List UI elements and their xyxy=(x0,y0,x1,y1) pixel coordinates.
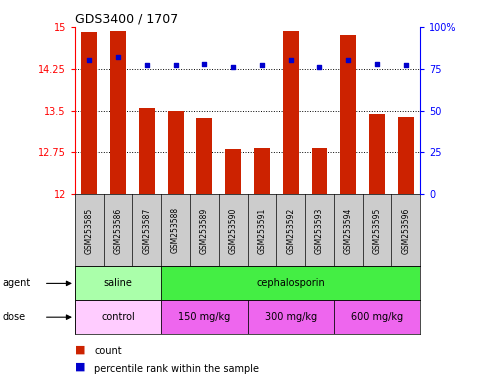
Bar xyxy=(283,31,298,194)
Bar xyxy=(197,118,213,194)
Text: agent: agent xyxy=(2,278,30,288)
Text: GSM253596: GSM253596 xyxy=(401,207,411,253)
Point xyxy=(114,54,122,60)
Text: GSM253585: GSM253585 xyxy=(85,207,94,253)
Point xyxy=(402,62,410,68)
Point xyxy=(172,62,180,68)
Text: GSM253591: GSM253591 xyxy=(257,207,267,253)
Bar xyxy=(81,33,97,194)
Text: GSM253586: GSM253586 xyxy=(114,207,123,253)
Bar xyxy=(369,114,385,194)
Text: 300 mg/kg: 300 mg/kg xyxy=(265,312,317,322)
Bar xyxy=(161,300,247,334)
Bar xyxy=(341,35,356,194)
Bar xyxy=(225,149,241,194)
Point xyxy=(373,61,381,67)
Bar xyxy=(398,117,414,194)
Text: cephalosporin: cephalosporin xyxy=(256,278,325,288)
Text: 150 mg/kg: 150 mg/kg xyxy=(178,312,230,322)
Point xyxy=(344,57,352,63)
Point xyxy=(143,62,151,68)
Text: GSM253589: GSM253589 xyxy=(200,207,209,253)
Text: dose: dose xyxy=(2,312,26,322)
Bar xyxy=(139,108,155,194)
Text: GSM253590: GSM253590 xyxy=(228,207,238,253)
Point xyxy=(200,61,208,67)
Point xyxy=(315,64,323,70)
Bar xyxy=(312,148,327,194)
Text: ■: ■ xyxy=(75,344,85,354)
Point xyxy=(85,57,93,63)
Text: saline: saline xyxy=(103,278,132,288)
Bar xyxy=(254,148,270,194)
Bar xyxy=(247,300,334,334)
Point xyxy=(229,64,237,70)
Text: ■: ■ xyxy=(75,362,85,372)
Point xyxy=(287,57,295,63)
Text: count: count xyxy=(94,346,122,356)
Text: 600 mg/kg: 600 mg/kg xyxy=(351,312,403,322)
Point xyxy=(258,62,266,68)
Bar xyxy=(75,300,161,334)
Text: percentile rank within the sample: percentile rank within the sample xyxy=(94,364,259,374)
Bar xyxy=(110,31,126,194)
Text: GSM253592: GSM253592 xyxy=(286,207,295,253)
Text: control: control xyxy=(101,312,135,322)
Text: GSM253594: GSM253594 xyxy=(344,207,353,253)
Text: GSM253587: GSM253587 xyxy=(142,207,151,253)
Bar xyxy=(161,266,420,300)
Text: GSM253588: GSM253588 xyxy=(171,207,180,253)
Bar xyxy=(75,266,161,300)
Text: GSM253593: GSM253593 xyxy=(315,207,324,253)
Bar xyxy=(168,111,184,194)
Bar xyxy=(334,300,420,334)
Text: GDS3400 / 1707: GDS3400 / 1707 xyxy=(75,13,178,26)
Text: GSM253595: GSM253595 xyxy=(372,207,382,253)
